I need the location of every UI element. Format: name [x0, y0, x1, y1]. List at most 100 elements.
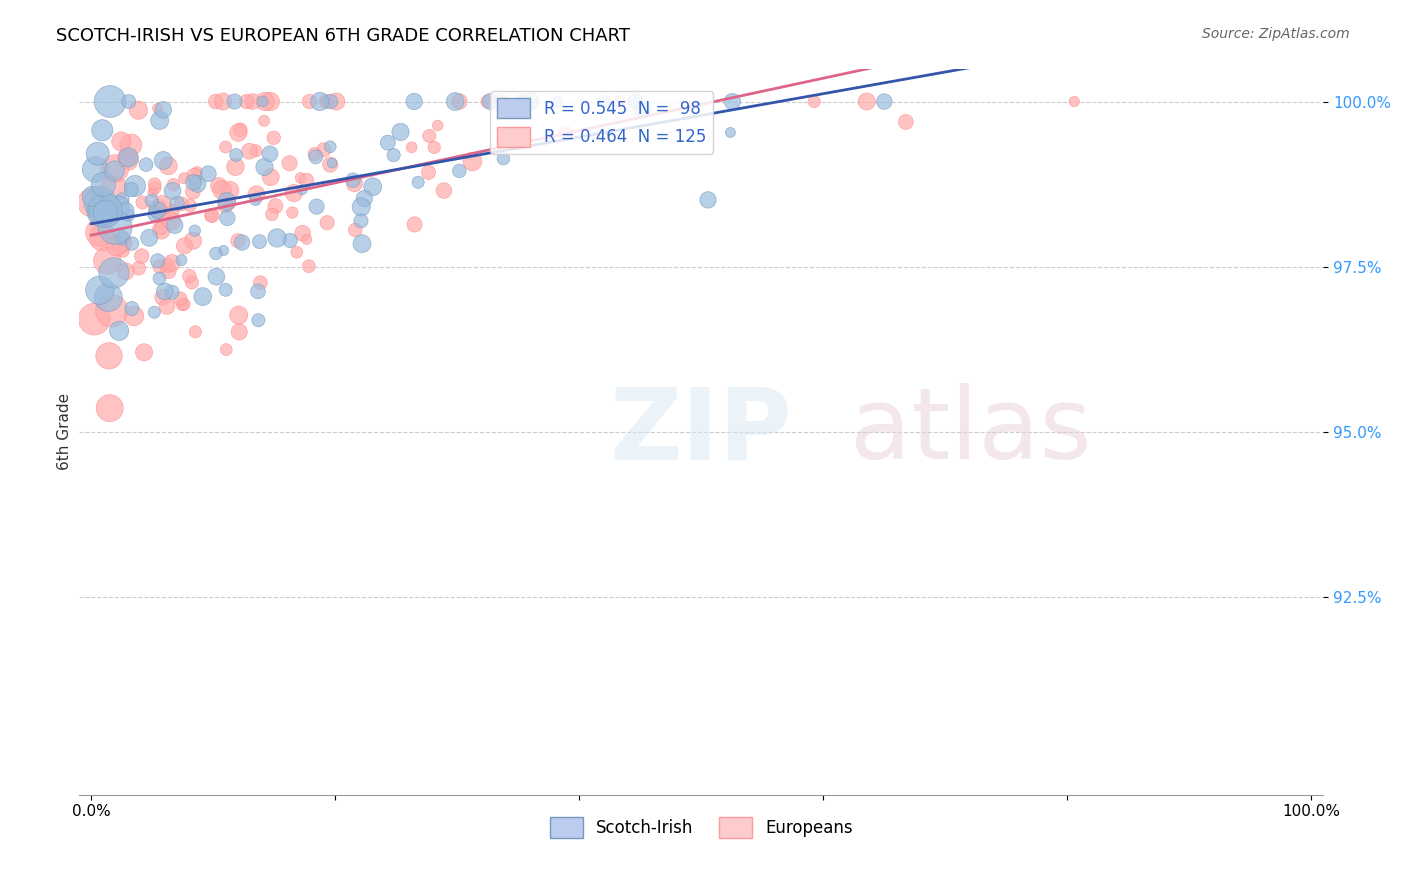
Point: [163, 219, 186, 233]
Point: [131, 249, 153, 263]
Point: [111, 231, 134, 245]
Point: [377, 136, 399, 150]
Point: [479, 95, 502, 109]
Point: [89, 283, 111, 297]
Point: [153, 285, 176, 299]
Point: [295, 173, 318, 187]
Point: [111, 244, 134, 258]
Point: [247, 313, 270, 327]
Point: [214, 198, 236, 212]
Point: [631, 103, 654, 117]
Point: [249, 276, 271, 290]
Point: [143, 177, 166, 191]
Point: [157, 264, 180, 278]
Point: [315, 95, 337, 109]
Point: [319, 158, 342, 172]
Point: [547, 95, 569, 109]
Point: [252, 95, 274, 109]
Point: [228, 308, 250, 322]
Point: [492, 152, 515, 166]
Point: [309, 95, 332, 109]
Point: [298, 95, 321, 109]
Point: [219, 183, 242, 197]
Point: [304, 147, 326, 161]
Point: [228, 325, 250, 339]
Point: [298, 259, 321, 273]
Point: [173, 171, 195, 186]
Point: [319, 139, 342, 153]
Point: [229, 122, 252, 136]
Point: [181, 275, 204, 289]
Point: [118, 95, 141, 109]
Point: [146, 202, 169, 216]
Point: [120, 138, 142, 153]
Point: [124, 178, 146, 193]
Text: atlas: atlas: [851, 383, 1092, 480]
Point: [418, 165, 440, 179]
Point: [489, 95, 512, 109]
Point: [115, 150, 138, 164]
Point: [305, 200, 328, 214]
Point: [855, 95, 877, 109]
Point: [315, 95, 337, 109]
Point: [149, 113, 172, 128]
Point: [172, 297, 194, 311]
Point: [238, 145, 260, 159]
Point: [157, 259, 180, 273]
Point: [873, 95, 896, 109]
Point: [181, 185, 204, 199]
Point: [242, 95, 264, 109]
Point: [418, 128, 440, 143]
Point: [404, 95, 426, 109]
Point: [211, 183, 233, 197]
Point: [157, 159, 180, 173]
Point: [149, 260, 172, 274]
Point: [236, 95, 259, 109]
Point: [321, 156, 343, 170]
Point: [217, 211, 239, 225]
Point: [179, 198, 201, 212]
Point: [344, 223, 367, 237]
Point: [290, 170, 312, 185]
Point: [444, 95, 467, 109]
Point: [554, 127, 576, 141]
Point: [170, 253, 193, 268]
Point: [404, 218, 426, 232]
Point: [179, 269, 201, 284]
Point: [342, 173, 364, 187]
Point: [146, 253, 169, 268]
Point: [212, 95, 235, 109]
Point: [173, 239, 195, 253]
Point: [121, 301, 143, 316]
Point: [138, 231, 160, 245]
Point: [80, 195, 103, 210]
Point: [162, 184, 184, 198]
Text: ZIP: ZIP: [610, 383, 793, 480]
Point: [205, 269, 228, 284]
Point: [319, 95, 342, 109]
Point: [191, 289, 214, 303]
Point: [108, 200, 131, 214]
Point: [142, 186, 165, 200]
Point: [245, 193, 267, 207]
Point: [160, 214, 183, 228]
Point: [117, 208, 139, 222]
Point: [803, 95, 825, 109]
Text: SCOTCH-IRISH VS EUROPEAN 6TH GRADE CORRELATION CHART: SCOTCH-IRISH VS EUROPEAN 6TH GRADE CORRE…: [56, 27, 630, 45]
Point: [91, 178, 114, 192]
Point: [382, 148, 405, 162]
Point: [150, 223, 173, 237]
Point: [361, 179, 384, 194]
Point: [350, 214, 373, 228]
Point: [82, 189, 104, 203]
Point: [224, 160, 246, 174]
Point: [200, 208, 222, 222]
Point: [228, 126, 250, 140]
Point: [91, 123, 114, 137]
Point: [423, 140, 446, 154]
Point: [208, 178, 231, 193]
Point: [148, 271, 170, 285]
Point: [260, 170, 283, 185]
Point: [201, 209, 224, 223]
Point: [160, 256, 183, 270]
